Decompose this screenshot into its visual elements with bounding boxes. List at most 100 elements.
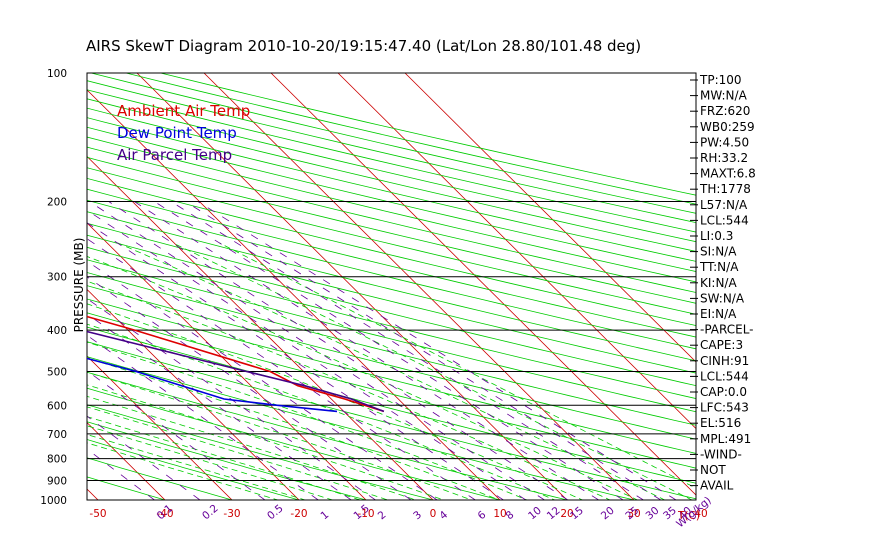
legend-parcel: Air Parcel Temp [117,146,232,164]
dry-adiabat-line [87,421,368,500]
mixing-ratio-line [108,201,569,500]
y-axis-label: PRESSURE (MB) [72,238,86,333]
index-label: LI:0.3 [700,229,733,243]
dry-adiabat-line [87,177,696,326]
dry-adiabat-line [87,341,696,500]
moist-adiabat-line [87,395,417,500]
legend-ambient: Ambient Air Temp [117,102,250,120]
dry-adiabat-line [87,387,502,500]
sounding-profiles [87,315,385,413]
bottom-temp-tick-label: 10 [493,508,506,520]
dry-adiabat-line [87,146,696,293]
isotherm-line [404,73,696,363]
mixing-ratio-tick-label: 1 [318,509,331,522]
index-label: NOT [700,463,726,477]
mixing-ratio-line [170,201,644,500]
mixing-ratio-tick-label: 4 [437,509,450,523]
bottom-temp-tick-label: -30 [223,508,240,520]
moist-adiabat-line [87,280,612,500]
bottom-temp-tick-label: -20 [290,508,307,520]
pressure-tick-label: 100 [47,68,67,80]
ambient-air-temp-profile [87,315,385,413]
mixing-ratio-lines [87,201,677,500]
pressure-tick-label: 600 [47,400,67,412]
index-label: TT:N/A [699,260,739,274]
air-parcel-temp-profile [87,330,385,413]
index-label: SW:N/A [700,291,745,305]
dry-adiabat-line [87,476,167,500]
dry-adiabat-line [87,167,696,315]
dry-adiabat-line [87,259,696,413]
dry-adiabat-line [87,356,636,500]
pressure-tick-labels: 100 200 300 400 500 600 700 800 900 1000 [40,68,67,507]
moist-adiabat-line [219,242,696,489]
bottom-temp-tick-label: -50 [89,508,106,520]
bottom-temperature-ticks: -50 -40 -30 -20 -10 0 10 20 30 40 [89,508,707,520]
dry-adiabat-line [87,188,696,338]
moist-adiabat-line [87,384,445,500]
dry-adiabat-line [87,107,696,252]
moist-adiabat-line [87,323,556,500]
moist-adiabat-line [87,406,390,500]
mixing-ratio-tick-label: 6 [476,509,489,523]
index-label: -PARCEL- [700,323,754,337]
bottom-temp-tick-label: 30 [627,508,640,520]
dry-adiabat-line [87,199,696,350]
mixing-ratio-line [89,201,545,500]
mixing-ratio-line [87,209,527,500]
index-label: LCL:544 [700,213,749,227]
bottom-temp-tick-label: -10 [357,508,374,520]
pressure-tick-label: 200 [47,197,67,209]
mixing-ratio-tick-label: 20 [599,505,617,523]
dry-adiabat-line [87,272,696,426]
mixing-ratio-tick-label: 0.5 [265,502,286,522]
index-label: MPL:491 [700,432,751,446]
bottom-temp-tick-label: 0 [430,508,437,520]
mixing-ratio-tick-label: 8 [504,509,517,522]
dry-adiabat-line [87,222,696,374]
mixing-ratio-line [154,201,624,500]
index-label: KI:N/A [700,276,737,290]
dry-adiabat-line [125,73,696,205]
pressure-tick-label: 500 [47,366,67,378]
pressure-tick-label: 900 [47,475,67,487]
pressure-tick-label: 300 [47,272,67,284]
index-label: CINH:91 [700,354,749,368]
dry-adiabat-line [87,312,696,469]
dry-adiabat-line [87,126,696,272]
mixing-ratio-line [87,260,438,500]
mixing-ratio-line [87,222,504,500]
mixing-ratio-line [134,201,599,500]
index-label: EI:N/A [700,307,737,321]
bottom-temp-tick-label: 40 [694,508,707,520]
isotherm-line [87,288,300,500]
pressure-tick-label: 400 [47,325,67,337]
index-label: FRZ:620 [700,104,750,118]
bottom-temp-tick-label: 20 [560,508,573,520]
index-label: TH:1778 [699,182,751,196]
dry-adiabat-line [87,156,696,304]
mixing-ratio-tick-label: 30 [644,505,662,523]
legend: Ambient Air Temp Dew Point Temp Air Parc… [117,102,250,164]
mixing-ratio-line [87,334,319,500]
dew-point-temp-profile [87,357,338,413]
isotherm-line [203,73,635,500]
mixing-ratio-tick-label: 3 [411,509,424,522]
plot-frame [86,72,697,501]
isotherm-line [87,421,166,500]
index-label: LFC:543 [700,401,749,415]
moist-adiabat-lines [87,242,696,500]
dry-adiabat-line [87,439,301,500]
index-label: MW:N/A [700,89,748,103]
index-label: PW:4.50 [700,135,749,149]
mixing-ratio-tick-label: 0.2 [200,502,221,522]
moist-adiabat-line [87,371,473,500]
dry-adiabat-line [87,371,569,500]
isotherm-line [0,73,40,509]
mixing-ratio-line [87,313,352,500]
index-label: -WIND- [700,447,742,461]
mixing-ratio-line [185,201,662,500]
index-label: AVAIL [700,479,734,493]
